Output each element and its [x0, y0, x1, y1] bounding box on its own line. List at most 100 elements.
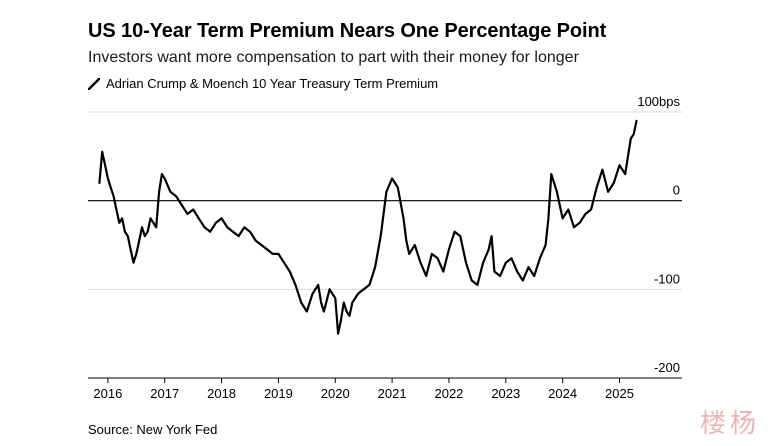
legend-label: Adrian Crump & Moench 10 Year Treasury T… [106, 76, 439, 91]
data-point [311, 293, 314, 295]
x-axis: 2016 2017 2018 2019 2020 2021 2022 2023 2024 2025 [88, 377, 682, 401]
watermark-stamp: 楼杨 [699, 409, 760, 439]
data-point [289, 271, 291, 273]
data-point [402, 217, 405, 219]
data-point [249, 231, 251, 233]
data-point [488, 248, 490, 251]
data-point [454, 231, 456, 233]
data-point [459, 235, 461, 237]
data-point [220, 217, 223, 219]
chart-title: US 10-Year Term Premium Nears One Percen… [88, 20, 607, 42]
data-point [527, 266, 530, 268]
y-tick-label: 100bps [637, 94, 680, 109]
data-point [300, 302, 302, 304]
data-point [522, 279, 524, 282]
data-point [283, 262, 285, 264]
y-tick-label: -100 [654, 271, 680, 286]
x-tick-label: 2025 [605, 386, 634, 401]
source-note: Source: New York Fed [88, 422, 218, 437]
series-line-0 [98, 119, 638, 335]
data-point [209, 231, 211, 233]
data-point [601, 169, 604, 171]
series-layer [98, 119, 638, 335]
data-point [164, 177, 166, 180]
data-point [152, 222, 154, 224]
y-tick-label: -200 [654, 360, 680, 375]
data-point [104, 164, 106, 166]
data-point [175, 195, 177, 197]
y-tick-label: 0 [673, 183, 680, 198]
data-point [107, 177, 109, 180]
data-point [135, 253, 137, 255]
data-point [493, 271, 496, 273]
data-point [198, 217, 200, 219]
data-point [448, 248, 450, 251]
data-point [607, 191, 609, 193]
data-point [414, 244, 416, 246]
data-point [368, 284, 370, 286]
data-point [510, 257, 513, 259]
data-point [579, 222, 581, 224]
data-point [391, 177, 393, 180]
data-point [425, 275, 427, 277]
x-tick-label: 2017 [150, 386, 179, 401]
data-point [351, 302, 353, 304]
data-point [516, 271, 518, 273]
data-point [130, 248, 132, 251]
data-point [337, 333, 339, 335]
x-tick-label: 2019 [264, 386, 293, 401]
data-point [385, 191, 388, 193]
data-point [405, 239, 407, 242]
data-point [346, 310, 348, 313]
data-point [215, 222, 217, 224]
data-point [419, 262, 422, 264]
y-axis-labels: 100bps 0 -100 -200 [637, 94, 680, 375]
data-point [544, 244, 547, 246]
data-point [320, 302, 322, 304]
data-point [255, 239, 257, 242]
data-point [266, 248, 268, 251]
data-point [618, 164, 621, 166]
data-point [567, 208, 569, 211]
data-point [112, 195, 115, 197]
data-point [476, 284, 478, 286]
data-point [562, 217, 564, 219]
data-point [226, 226, 228, 228]
data-point [155, 226, 157, 228]
x-tick-label: 2023 [491, 386, 520, 401]
data-point [431, 253, 433, 255]
data-point [635, 120, 638, 122]
data-point [186, 213, 189, 215]
data-point [149, 217, 152, 219]
data-point [596, 186, 598, 188]
data-point [260, 244, 262, 246]
data-point [363, 288, 365, 290]
data-point [144, 235, 146, 237]
x-tick-label: 2020 [321, 386, 350, 401]
data-point [238, 235, 240, 237]
data-point [624, 173, 626, 175]
data-point [101, 151, 103, 153]
x-tick-label: 2022 [434, 386, 463, 401]
data-point [334, 297, 336, 299]
data-point [533, 275, 535, 277]
data-point [499, 275, 501, 277]
data-point [380, 235, 382, 237]
data-point [442, 271, 444, 273]
data-point [272, 253, 274, 255]
data-point [147, 231, 149, 233]
data-point [340, 319, 342, 321]
data-point [550, 173, 552, 175]
data-point [590, 208, 592, 211]
data-point [348, 315, 351, 317]
x-tick-label: 2016 [93, 386, 122, 401]
data-point [471, 279, 473, 282]
data-point [482, 262, 484, 264]
data-point [357, 293, 359, 295]
data-point [121, 217, 123, 219]
data-point [138, 239, 140, 242]
data-point [374, 266, 376, 268]
data-point [317, 284, 319, 286]
data-point [232, 231, 234, 233]
